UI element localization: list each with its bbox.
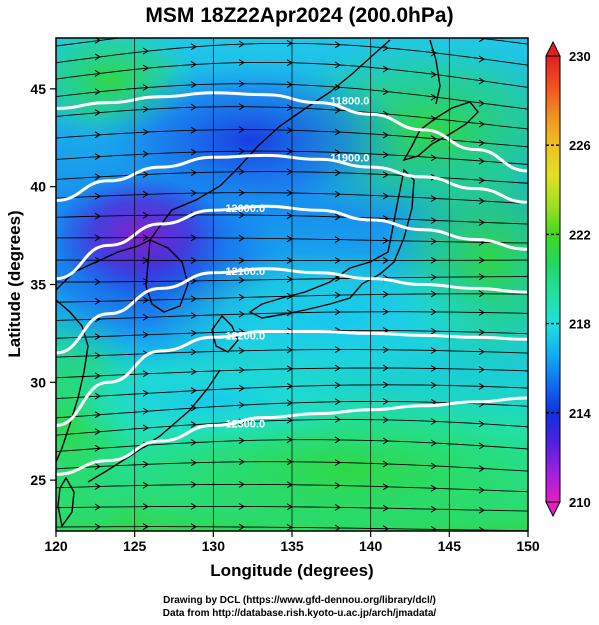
streamline-arrowhead — [143, 38, 144, 39]
contour-label: 11900.0 — [330, 152, 369, 164]
height-contours: 11800.0 11900.0 12000.0 12100.0 12200.0 12300… — [56, 91, 528, 476]
coastline-ryukyu — [87, 369, 221, 483]
coastline-kyushu — [211, 314, 239, 353]
x-tick-label: 140 — [359, 538, 383, 554]
height-contour-line — [56, 396, 528, 476]
contour-label: 12300.0 — [225, 418, 265, 430]
y-axis-title: Latitude (degrees) — [5, 210, 24, 357]
y-tick-label: 40 — [30, 179, 46, 195]
y-tick-label: 25 — [30, 472, 46, 488]
coastline-asia-mainland — [56, 39, 391, 291]
colorbar-tick-label: 222 — [569, 227, 591, 242]
map-title: MSM 18Z22Apr2024 (200.0hPa) — [145, 4, 454, 27]
colorbar: 210 214 218 222 226 230 — [545, 40, 591, 518]
colorbar-tick-label: 230 — [569, 49, 591, 64]
footer-credit-data: Data from http://database.rish.kyoto-u.a… — [162, 608, 437, 619]
coastline-hokkaido — [402, 101, 479, 162]
x-axis-title: Longitude (degrees) — [210, 561, 373, 580]
contour-label: 12100.0 — [225, 266, 265, 278]
y-tick-label: 45 — [30, 81, 46, 97]
graticule — [134, 38, 450, 531]
colorbar-tick-label: 210 — [569, 495, 591, 510]
coastline-honshu — [248, 168, 415, 319]
height-contour-line — [56, 330, 528, 427]
colorbar-max-arrow — [545, 40, 561, 57]
colorbar-ticks: 210 214 218 222 226 230 — [546, 49, 591, 510]
x-tick-label: 135 — [280, 538, 304, 554]
height-contour-line — [56, 267, 528, 355]
contour-label: 11800.0 — [330, 96, 369, 108]
colorbar-scale — [545, 55, 561, 503]
x-tick-label: 145 — [438, 538, 462, 554]
x-tick-label: 125 — [123, 538, 147, 554]
y-tick-label: 30 — [30, 374, 46, 390]
coastline-korea — [145, 238, 189, 313]
colorbar-tick-label: 226 — [569, 138, 591, 153]
height-contour-line — [56, 204, 528, 281]
x-tick-label: 130 — [202, 538, 226, 554]
y-axis: 25 30 35 40 45 — [30, 81, 56, 488]
streamline-arrowhead — [431, 30, 436, 36]
streamline-arrowhead — [335, 24, 340, 30]
streamline-arrowhead — [383, 26, 388, 32]
y-tick-label: 35 — [30, 277, 46, 293]
coastline-taiwan — [57, 476, 75, 528]
colorbar-tick-label: 218 — [569, 317, 591, 332]
streamline-arrowhead — [287, 23, 292, 29]
footer-credit-drawing: Drawing by DCL (https://www.gfd-dennou.o… — [163, 595, 436, 606]
contour-label: 12200.0 — [225, 330, 265, 342]
coastline-sakhalin — [429, 39, 441, 105]
contour-label: 12000.0 — [225, 203, 265, 215]
x-tick-label: 150 — [516, 538, 540, 554]
streamline-arrowhead — [191, 27, 196, 33]
x-tick-label: 120 — [44, 538, 68, 554]
coastlines — [56, 39, 479, 528]
height-contour-line — [56, 91, 528, 173]
streamline-arrowhead — [239, 24, 244, 30]
coastline-china-east — [56, 299, 89, 463]
colorbar-tick-label: 214 — [569, 406, 591, 421]
x-axis: 120 125 130 135 140 145 150 — [44, 531, 540, 554]
colorbar-min-arrow — [545, 501, 561, 518]
